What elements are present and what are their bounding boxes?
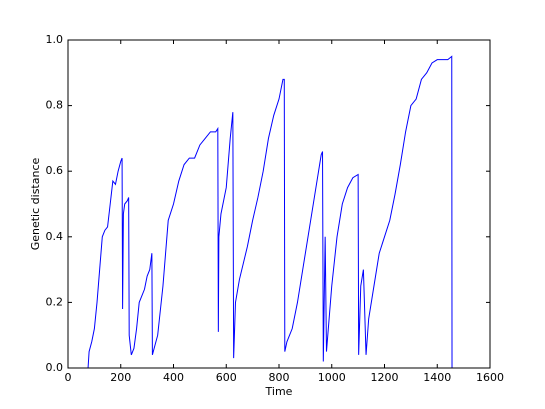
y-tick-label: 0.6: [46, 164, 64, 177]
x-tick-label: 400: [163, 371, 184, 384]
x-tick-label: 1000: [318, 371, 346, 384]
y-tick-label: 1.0: [46, 33, 64, 46]
x-tick-label: 800: [269, 371, 290, 384]
x-tick-label: 600: [216, 371, 237, 384]
y-tick-label: 0.4: [46, 230, 64, 243]
x-tick-label: 0: [65, 371, 72, 384]
y-tick-label: 0.0: [46, 361, 64, 374]
x-tick-label: 200: [110, 371, 131, 384]
data-line: [87, 55, 453, 369]
plot-frame: [67, 39, 491, 369]
x-tick-label: 1200: [371, 371, 399, 384]
x-tick-label: 1400: [423, 371, 451, 384]
x-tick-label: 1600: [476, 371, 504, 384]
y-tick-label: 0.2: [46, 295, 64, 308]
y-axis-label: Genetic distance: [29, 157, 42, 250]
y-tick-label: 0.8: [46, 99, 64, 112]
x-axis-label: Time: [265, 385, 293, 398]
